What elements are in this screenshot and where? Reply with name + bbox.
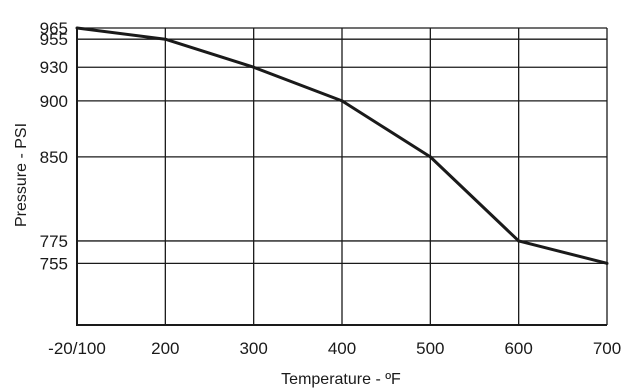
- y-tick-label: 900: [40, 92, 68, 111]
- y-axis-label: Pressure - PSI: [13, 123, 30, 227]
- data-point: [517, 239, 521, 243]
- y-tick-label: 965: [40, 19, 68, 38]
- x-tick-label: 200: [151, 339, 179, 358]
- y-tick-label: 775: [40, 232, 68, 251]
- data-point: [605, 261, 609, 265]
- x-tick-labels: -20/100 200 300 400 500 600 700: [48, 339, 621, 358]
- y-tick-label: 755: [40, 254, 68, 273]
- x-tick-label: 700: [593, 339, 621, 358]
- x-tick-label: 400: [328, 339, 356, 358]
- y-tick-label: 850: [40, 148, 68, 167]
- x-axis-label: Temperature - ºF: [281, 371, 401, 388]
- axes-frame: [76, 28, 607, 326]
- grid: [76, 27, 608, 325]
- y-tick-label: 930: [40, 58, 68, 77]
- data-point: [163, 37, 167, 41]
- x-tick-label: 500: [416, 339, 444, 358]
- data-point: [340, 99, 344, 103]
- x-tick-label: -20/100: [48, 339, 106, 358]
- x-tick-label: 600: [504, 339, 532, 358]
- plot-frame: [76, 28, 607, 326]
- y-tick-label: 955: [40, 30, 68, 49]
- data-point: [252, 65, 256, 69]
- data-point: [428, 155, 432, 159]
- x-tick-label: 300: [239, 339, 267, 358]
